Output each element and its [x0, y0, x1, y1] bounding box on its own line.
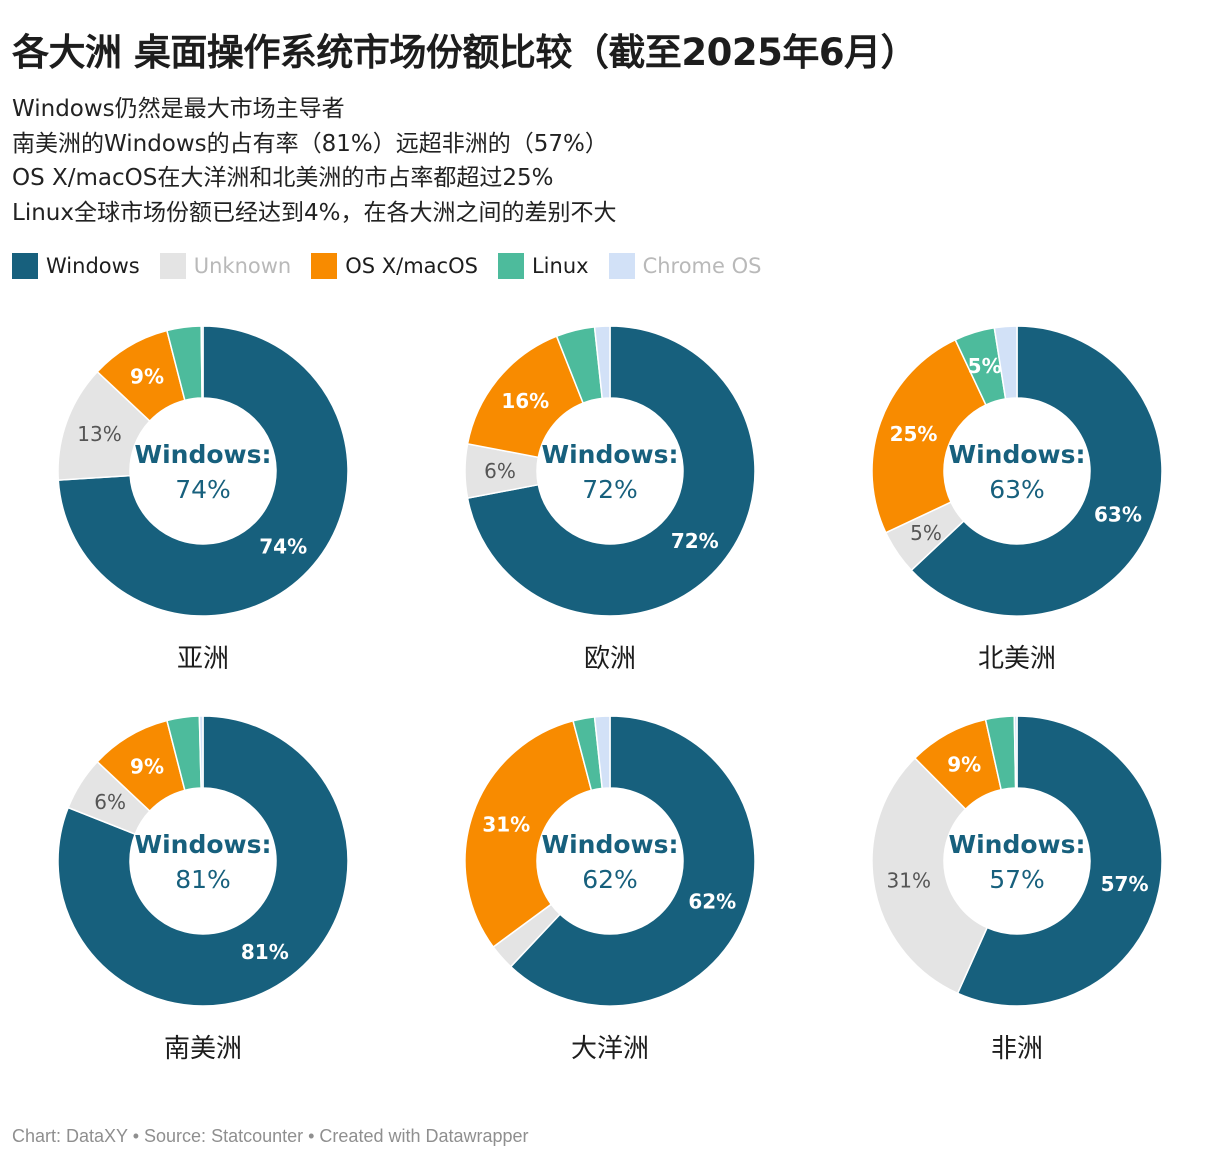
- slice-data-label: 16%: [501, 389, 549, 413]
- center-value: 63%: [989, 475, 1045, 504]
- legend-swatch: [12, 253, 38, 279]
- donut-slice-chromeos: [198, 715, 204, 789]
- donut-slice-windows: [509, 715, 756, 1007]
- donut-slice-chromeos: [200, 325, 204, 399]
- legend-item-windows: Windows: [12, 253, 140, 279]
- legend-label: Linux: [531, 254, 589, 278]
- continent-label: 南美洲: [164, 1034, 242, 1064]
- legend: Windows Unknown OS X/macOS Linux Chrome …: [12, 253, 781, 279]
- donut-slice-chromeos: [593, 325, 611, 400]
- legend-item-macos: OS X/macOS: [311, 253, 478, 279]
- donut-slice-windows: [956, 715, 1163, 1007]
- legend-item-chromeos: Chrome OS: [608, 253, 762, 279]
- donut-slice-osxmacos: [871, 338, 987, 534]
- slice-data-label: 81%: [241, 940, 289, 964]
- center-value: 57%: [989, 865, 1045, 894]
- center-label: Windows:: [542, 440, 679, 469]
- slice-data-label: 57%: [1101, 872, 1149, 896]
- legend-label: OS X/macOS: [345, 254, 478, 278]
- continent-label: 北美洲: [978, 644, 1056, 674]
- slice-data-label: 13%: [77, 422, 121, 446]
- slice-data-label: 6%: [484, 459, 516, 483]
- slice-data-label: 6%: [94, 790, 126, 814]
- donut-chart: 63% 5% 25% 5% Windows: 63% 北美洲: [871, 325, 1163, 674]
- donut-chart: 57% 31% 9% Windows: 57% 非洲: [871, 715, 1163, 1064]
- donut-slice-windows: [57, 715, 349, 1007]
- donut-chart: 74% 13% 9% Windows: 74% 亚洲: [57, 325, 349, 674]
- donut-chart: 81% 6%9% Windows: 81% 南美洲: [57, 715, 349, 1064]
- continent-label: 欧洲: [584, 644, 636, 674]
- donut-charts: 74%13%9%Windows:74%亚洲72%6%16%Windows:72%…: [57, 325, 1163, 1064]
- legend-label: Unknown: [193, 254, 292, 278]
- center-value: 72%: [582, 475, 638, 504]
- subtitle-line: Linux全球市场份额已经达到4%，在各大洲之间的差别不大: [12, 199, 617, 226]
- subtitle-line: 南美洲的Windows的占有率（81%）远超非洲的（57%）: [12, 130, 608, 157]
- legend-swatch: [311, 253, 338, 279]
- chart-title: 各大洲 桌面操作系统市场份额比较（截至2025年6月）: [12, 31, 918, 74]
- slice-data-label: 74%: [259, 534, 307, 558]
- chart-subtitle: Windows仍然是最大市场主导者 南美洲的Windows的占有率（81%）远超…: [12, 92, 616, 230]
- legend-swatch: [608, 253, 635, 279]
- center-label: Windows:: [949, 830, 1086, 859]
- donut-chart: 62% 31% Windows: 62% 大洋洲: [464, 715, 756, 1064]
- legend-label: Chrome OS: [642, 254, 762, 278]
- slice-data-label: 5%: [910, 521, 942, 545]
- slice-data-label: 9%: [130, 754, 164, 778]
- legend-item-linux: Linux: [497, 253, 589, 279]
- continent-label: 亚洲: [177, 644, 229, 674]
- center-label: Windows:: [135, 440, 272, 469]
- donut-slice-windows: [466, 325, 756, 617]
- center-label: Windows:: [135, 830, 272, 859]
- slice-data-label: 9%: [130, 364, 164, 388]
- slice-data-label: 63%: [1094, 503, 1142, 527]
- continent-label: 非洲: [991, 1034, 1043, 1064]
- center-value: 62%: [582, 865, 638, 894]
- continent-label: 大洋洲: [571, 1034, 649, 1064]
- subtitle-line: OS X/macOS在大洋洲和北美洲的市占率都超过25%: [12, 165, 554, 191]
- slice-data-label: 9%: [947, 752, 981, 776]
- slice-data-label: 62%: [688, 889, 736, 913]
- slice-data-label: 31%: [482, 812, 530, 836]
- center-label: Windows:: [542, 830, 679, 859]
- slice-data-label: 5%: [968, 354, 1002, 378]
- legend-swatch: [159, 253, 186, 279]
- donut-slice-windows: [910, 325, 1163, 617]
- legend-swatch: [497, 253, 524, 279]
- subtitle-line: Windows仍然是最大市场主导者: [12, 96, 345, 122]
- chart-footer: Chart: DataXY • Source: Statcounter • Cr…: [12, 1126, 529, 1146]
- center-label: Windows:: [949, 440, 1086, 469]
- legend-label: Windows: [46, 254, 140, 278]
- center-value: 81%: [175, 865, 231, 894]
- donut-slice-windows: [57, 325, 349, 617]
- donut-slice-chromeos: [593, 715, 611, 790]
- donut-slice-unknown: [871, 757, 989, 995]
- slice-data-label: 72%: [671, 529, 719, 553]
- donut-slice-chromeos: [993, 325, 1018, 400]
- center-value: 74%: [175, 475, 231, 504]
- slice-data-label: 25%: [890, 422, 938, 446]
- donut-slice-osxmacos: [464, 719, 593, 949]
- slice-data-label: 31%: [887, 869, 931, 893]
- donut-chart: 72% 6% 16% Windows: 72% 欧洲: [464, 325, 756, 674]
- donut-slice-chromeos: [1013, 715, 1018, 789]
- legend-item-unknown: Unknown: [159, 253, 292, 279]
